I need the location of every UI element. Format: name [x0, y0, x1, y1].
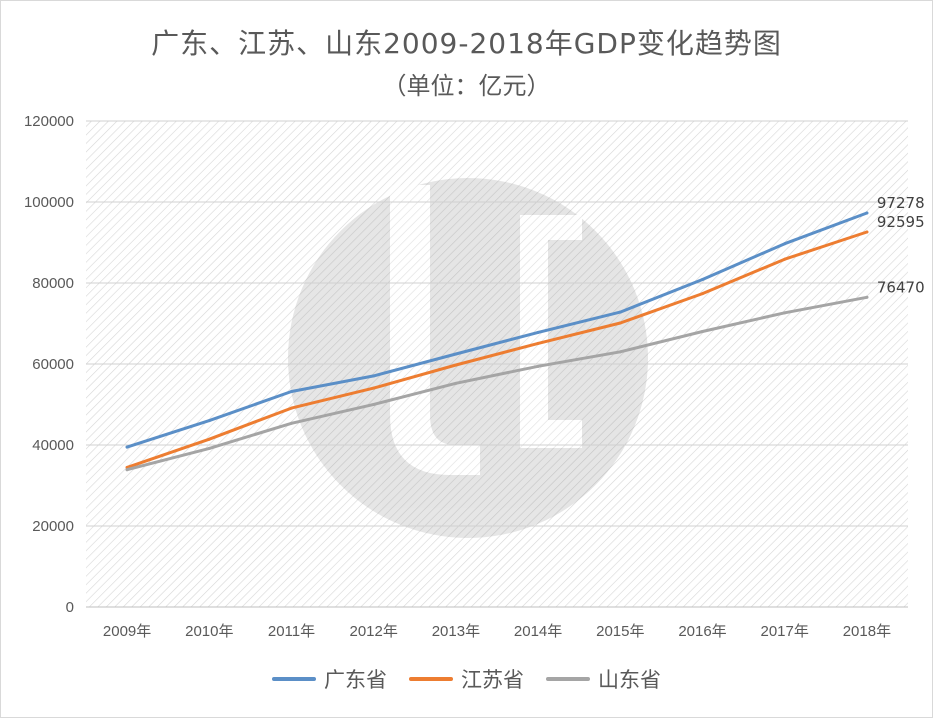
chart-title: 广东、江苏、山东2009-2018年GDP变化趋势图 — [151, 27, 782, 60]
data-point — [536, 364, 540, 368]
y-tick-label: 120000 — [24, 113, 74, 130]
series-line-0 — [125, 211, 869, 449]
x-tick-label: 2017年 — [761, 623, 809, 640]
x-tick-label: 2014年 — [514, 623, 562, 640]
data-point — [125, 445, 129, 449]
x-tick-label: 2018年 — [843, 623, 891, 640]
data-point — [618, 310, 622, 314]
x-tick-label: 2013年 — [432, 623, 480, 640]
x-tick-label: 2016年 — [678, 623, 726, 640]
data-point — [618, 321, 622, 325]
data-point — [865, 295, 869, 299]
chart-legend: 广东省 江苏省 山东省 — [0, 664, 933, 694]
data-point — [207, 419, 211, 423]
y-tick-label: 80000 — [32, 275, 74, 292]
data-point — [701, 330, 704, 334]
y-tick-label: 100000 — [24, 194, 74, 211]
data-point — [536, 341, 540, 345]
legend-label-shandong: 山东省 — [598, 668, 661, 692]
series-line-2 — [125, 295, 869, 472]
data-point — [865, 230, 869, 234]
data-point — [701, 292, 704, 296]
data-point — [207, 437, 211, 441]
data-point — [454, 363, 458, 367]
data-point — [536, 330, 540, 334]
data-point — [290, 389, 293, 393]
legend-swatch-shandong — [546, 677, 590, 681]
legend-label-guangdong: 广东省 — [324, 668, 387, 692]
data-point — [207, 446, 211, 450]
data-point — [454, 381, 458, 385]
x-tick-label: 2011年 — [268, 623, 315, 640]
data-point — [618, 350, 622, 354]
x-tick-label: 2009年 — [103, 623, 151, 640]
legend-item-jiangsu: 江苏省 — [409, 664, 524, 694]
data-point — [372, 402, 376, 406]
legend-swatch-jiangsu — [409, 677, 453, 681]
end-data-label-1: 92595 — [877, 213, 925, 231]
end-data-label-2: 76470 — [877, 278, 925, 296]
data-point — [290, 406, 293, 410]
data-point — [783, 242, 787, 246]
data-point — [454, 352, 458, 356]
x-tick-label: 2015年 — [596, 623, 644, 640]
legend-label-jiangsu: 江苏省 — [461, 668, 524, 692]
data-point — [372, 386, 376, 390]
series-line-1 — [125, 230, 869, 469]
x-tick-label: 2010年 — [185, 623, 233, 640]
data-point — [701, 278, 704, 282]
end-data-label-0: 97278 — [877, 194, 925, 212]
legend-item-shandong: 山东省 — [546, 664, 661, 694]
data-point — [125, 468, 129, 472]
data-point — [290, 421, 293, 425]
y-tick-label: 0 — [66, 599, 74, 616]
data-point — [783, 311, 787, 315]
chart-subtitle: （单位：亿元） — [382, 72, 551, 100]
x-tick-label: 2012年 — [350, 623, 398, 640]
data-point — [783, 257, 787, 261]
y-tick-label: 60000 — [32, 356, 74, 373]
legend-item-guangdong: 广东省 — [272, 664, 387, 694]
legend-swatch-guangdong — [272, 677, 316, 681]
data-point — [372, 374, 376, 378]
y-tick-label: 40000 — [32, 437, 74, 454]
data-point — [865, 211, 869, 215]
y-tick-label: 20000 — [32, 518, 74, 535]
watermark-logo — [288, 178, 648, 538]
